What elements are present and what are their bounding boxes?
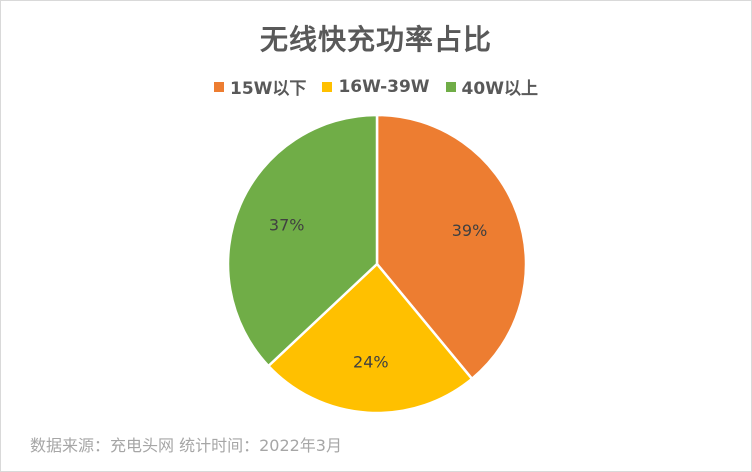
chart-legend: 15W以下 16W-39W 40W以上 [0,74,752,99]
chart-title: 无线快充功率占比 [259,23,492,56]
legend-item-16w-39w: 16W-39W [322,76,430,97]
legend-swatch-40w-above [445,81,456,92]
data-label-40w-above: 37% [269,215,305,234]
pie-slices [226,113,528,415]
legend-item-15w-below: 15W以下 [214,74,306,99]
legend-swatch-15w-below [214,81,225,92]
data-label-15w-below: 39% [452,221,488,240]
source-note: 数据来源：充电头网 统计时间：2022年3月 [30,436,342,455]
legend-item-40w-above: 40W以上 [445,74,538,99]
data-label-16w-39w: 24% [353,353,389,372]
pie-data-labels: 39% 24% 37% [269,215,487,371]
legend-label-15w-below: 15W以下 [230,79,307,99]
legend-label-16w-39w: 16W-39W [338,76,430,97]
pie-slice-15w-below [375,113,528,381]
legend-label-40w-above: 40W以上 [461,79,538,99]
legend-swatch-16w-39w [322,81,333,92]
pie-slice-16w-39w [267,262,474,415]
pie-slice-40w-above [226,113,379,368]
